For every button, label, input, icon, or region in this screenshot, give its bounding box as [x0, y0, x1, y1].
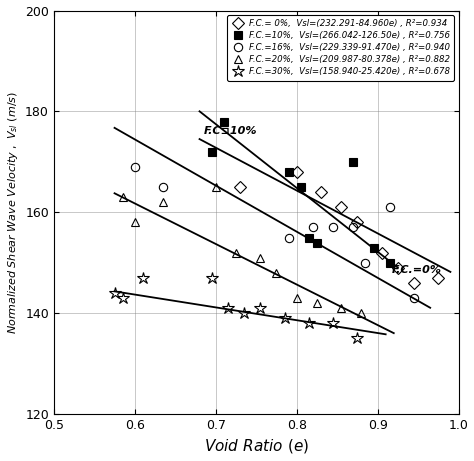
Text: F.C.=0%: F.C.=0%	[392, 265, 442, 275]
Y-axis label: $\mathbf{\mathit{Normalized\ Shear\ Wave\ Velocity\ ,\ V_{sl}\ (m/s)}}$: $\mathbf{\mathit{Normalized\ Shear\ Wave…	[6, 91, 19, 334]
Legend: F.C.= 0%,  Vsl=(232.291-84.960e) , R²=0.934, F.C.=10%,  Vsl=(266.042-126.50e) , : F.C.= 0%, Vsl=(232.291-84.960e) , R²=0.9…	[228, 15, 454, 81]
Text: F.C⊐10%: F.C⊐10%	[203, 126, 257, 136]
X-axis label: $\mathbf{\mathit{Void\ Ratio\ (e)}}$: $\mathbf{\mathit{Void\ Ratio\ (e)}}$	[204, 437, 309, 455]
